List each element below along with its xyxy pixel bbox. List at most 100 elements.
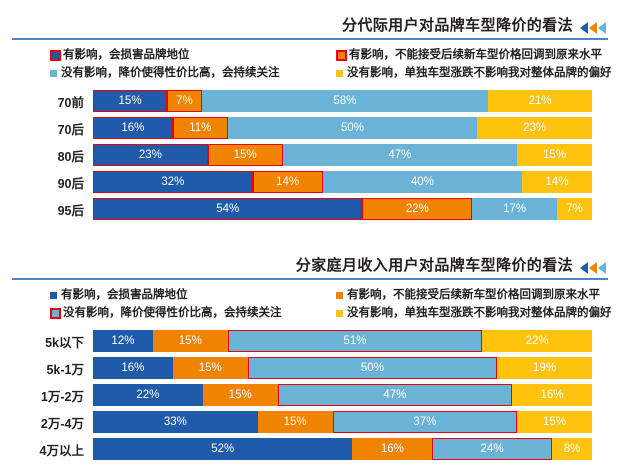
legend-item-3: 没有影响，单独车型涨跌不影响我对整体品牌的偏好 [336,305,620,321]
title-arrows [580,262,606,274]
bar-segment: 23% [93,144,208,166]
bar-segment: 15% [207,144,283,166]
bar-segment: 8% [552,438,592,460]
chart-panel-generation: 分代际用户对品牌车型降价的看法 有影响，会损害品牌地位 有影响，不能接受后续新车… [0,0,620,220]
category-label: 1万-2万 [40,389,84,404]
category-label: 95后 [57,203,84,218]
bar-segment: 52% [93,438,353,460]
bar-segment: 15% [517,411,592,433]
bar-segment: 19% [497,357,592,379]
legend-swatch-icon [50,69,57,77]
bar-segment: 7% [557,198,592,220]
bar-segment: 15% [517,144,592,166]
category-label: 70后 [57,122,84,137]
legend-swatch-icon [336,291,343,299]
bar-segment: 32% [93,171,253,193]
bar-segment: 33% [93,411,258,433]
stacked-bar-chart-income: 5k以下 12% 15% 51% 22% 5k-1万 16% 15% 50% 19% 1万-2万 22… [0,326,620,460]
bar-segment: 16% [93,357,173,379]
bar-segment: 24% [432,438,553,460]
bar-segment: 47% [282,144,518,166]
bar-segment: 37% [332,411,518,433]
legend-swatch-icon [336,69,343,77]
category-label: 5k-1万 [46,362,84,377]
stacked-bar: 32% 14% 40% 14% [93,171,592,193]
category-label: 90后 [57,176,84,191]
stacked-bar: 22% 15% 47% 16% [93,384,592,406]
bar-segment: 11% [172,117,228,139]
chart-row: 4万以上 52% 16% 24% 8% [0,438,592,460]
chart-legend: 有影响，会损害品牌地位 有影响，不能接受后续新车型价格回调到原来水平 没有影响，… [0,40,620,86]
bar-segment: 51% [227,330,483,352]
legend-item-3: 没有影响，单独车型涨跌不影响我对整体品牌的偏好 [336,65,620,81]
bar-segment: 21% [488,90,592,112]
bar-segment: 15% [257,411,333,433]
stacked-bar: 16% 15% 50% 19% [93,357,592,379]
category-label: 80后 [57,149,84,164]
bar-segment: 22% [482,330,592,352]
arrow-left-blue-icon [580,22,588,34]
legend-swatch-icon [50,307,61,319]
stacked-bar-chart-generation: 70前 15% 7% 58% 21% 70后 16% 11% 50% 23% 80后 23% 15% 47… [0,86,620,220]
legend-swatch-icon [336,49,347,61]
stacked-bar: 52% 16% 24% 8% [93,438,592,460]
chart-legend: 有影响，会损害品牌地位 有影响，不能接受后续新车型价格回调到原来水平 没有影响，… [0,280,620,326]
bar-segment: 47% [277,384,513,406]
category-label: 70前 [57,95,84,110]
chart-row: 90后 32% 14% 40% 14% [0,171,592,193]
title-divider [12,38,608,40]
bar-segment: 15% [172,357,248,379]
category-label: 2万-4万 [40,416,84,431]
chart-row: 70前 15% 7% 58% 21% [0,90,592,112]
legend-label: 没有影响，单独车型涨跌不影响我对整体品牌的偏好 [347,67,612,79]
stacked-bar: 12% 15% 51% 22% [93,330,592,352]
legend-label: 有影响，不能接受后续新车型价格回调到原来水平 [347,289,600,301]
legend-label: 有影响，会损害品牌地位 [63,49,190,61]
arrow-left-lightblue-icon [598,22,606,34]
stacked-bar: 16% 11% 50% 23% [93,117,592,139]
chart-row: 70后 16% 11% 50% 23% [0,117,592,139]
bar-segment: 22% [93,384,203,406]
bar-segment: 58% [201,90,489,112]
chart-row: 80后 23% 15% 47% 15% [0,144,592,166]
stacked-bar: 54% 22% 17% 7% [93,198,592,220]
page-title: 分代际用户对品牌车型降价的看法 [341,17,573,34]
bar-segment: 23% [477,117,592,139]
chart-panel-income: 分家庭月收入用户对品牌车型降价的看法 有影响，会损害品牌地位 有影响，不能接受后… [0,240,620,475]
bar-segment: 12% [93,330,153,352]
title-divider [12,278,608,280]
chart-row: 5k-1万 16% 15% 50% 19% [0,357,592,379]
legend-item-1: 有影响，不能接受后续新车型价格回调到原来水平 [336,47,620,63]
stacked-bar: 33% 15% 37% 15% [93,411,592,433]
legend-item-0: 有影响，会损害品牌地位 [50,47,336,63]
panel-title-row: 分代际用户对品牌车型降价的看法 [0,0,620,34]
legend-swatch-icon [50,291,57,299]
bar-segment: 16% [352,438,433,460]
bar-segment: 16% [512,384,592,406]
bar-segment: 40% [322,171,523,193]
bar-segment: 15% [93,90,168,112]
chart-row: 95后 54% 22% 17% 7% [0,198,592,220]
legend-swatch-icon [50,49,61,61]
legend-label: 没有影响，降价使得性价比高，会持续关注 [63,307,282,319]
bar-segment: 7% [167,90,202,112]
arrow-left-blue-icon [580,262,588,274]
bar-segment: 50% [227,117,478,139]
legend-label: 有影响，会损害品牌地位 [61,289,188,301]
legend-item-0: 有影响，会损害品牌地位 [50,287,336,303]
stacked-bar: 15% 7% 58% 21% [93,90,592,112]
legend-item-2: 没有影响，降价使得性价比高，会持续关注 [50,305,336,321]
bar-segment: 15% [152,330,228,352]
chart-row: 1万-2万 22% 15% 47% 16% [0,384,592,406]
chart-row: 2万-4万 33% 15% 37% 15% [0,411,592,433]
legend-label: 有影响，不能接受后续新车型价格回调到原来水平 [349,49,602,61]
legend-swatch-icon [336,309,343,317]
bar-segment: 14% [522,171,592,193]
bar-segment: 50% [247,357,498,379]
bar-segment: 15% [202,384,278,406]
category-label: 5k以下 [45,335,84,350]
bar-segment: 54% [93,198,363,220]
arrow-left-orange-icon [589,22,597,34]
panel-title-row: 分家庭月收入用户对品牌车型降价的看法 [0,240,620,274]
